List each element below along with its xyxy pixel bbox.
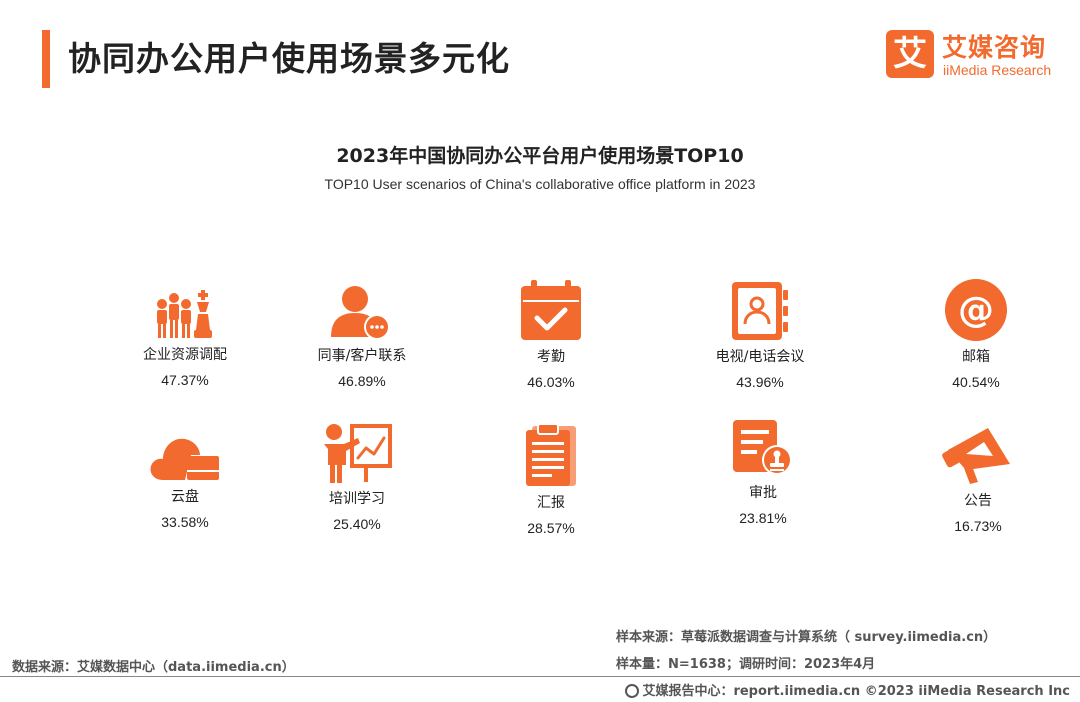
cloud-drive-icon xyxy=(150,438,219,480)
megaphone-icon xyxy=(942,428,1010,484)
scenario-label: 审批 xyxy=(749,485,777,501)
scenario-value: 46.03% xyxy=(527,374,575,390)
scenario-item: 公告 16.73% xyxy=(888,422,1068,534)
iimedia-logo: 艾 艾媒咨询 iiMedia Research xyxy=(886,28,1058,82)
at-sign-icon: @ xyxy=(945,279,1007,341)
footer-divider xyxy=(0,676,1080,677)
scenario-value: 28.57% xyxy=(527,520,575,536)
scenario-item: 电视/电话会议 43.96% xyxy=(670,280,850,390)
scenario-label: 培训学习 xyxy=(329,491,385,507)
scenario-item: 培训学习 25.40% xyxy=(267,422,447,532)
scenario-value: 46.89% xyxy=(338,373,386,389)
scenario-value: 47.37% xyxy=(161,372,209,388)
scenario-item: 汇报 28.57% xyxy=(461,422,641,536)
contact-chat-icon xyxy=(331,286,390,340)
copyright-line: 艾媒报告中心：report.iimedia.cn ©2023 iiMedia R… xyxy=(625,680,1070,699)
sample-source-text: 样本来源：草莓派数据调查与计算系统（ survey.iimedia.cn） xyxy=(616,630,997,645)
scenario-label: 公告 xyxy=(964,493,992,509)
scenario-item: @ 邮箱 40.54% xyxy=(886,278,1066,390)
scenario-label: 考勤 xyxy=(537,349,565,365)
calendar-check-icon xyxy=(521,280,581,340)
scenario-item: 考勤 46.03% xyxy=(461,280,641,390)
scenario-label: 邮箱 xyxy=(962,349,990,365)
scenario-value: 33.58% xyxy=(161,514,209,530)
people-chess-icon xyxy=(157,290,212,338)
logo-mark: 艾 xyxy=(886,30,934,78)
copyright-text: 艾媒报告中心：report.iimedia.cn ©2023 iiMedia R… xyxy=(642,684,1070,699)
globe-icon xyxy=(625,684,640,698)
title-accent-bar xyxy=(42,30,50,88)
scenario-item: 企业资源调配 47.37% xyxy=(95,288,275,388)
scenario-label: 云盘 xyxy=(171,489,199,505)
page-title: 协同办公用户使用场景多元化 xyxy=(68,39,510,78)
chart-subtitle: TOP10 User scenarios of China's collabor… xyxy=(324,176,756,192)
scenario-value: 43.96% xyxy=(736,374,784,390)
address-book-icon xyxy=(732,282,788,340)
scenario-label: 电视/电话会议 xyxy=(715,349,805,365)
scenario-label: 同事/客户联系 xyxy=(317,348,407,364)
svg-text:@: @ xyxy=(958,290,994,331)
scenario-value: 25.40% xyxy=(333,516,381,532)
scenario-value: 23.81% xyxy=(739,510,787,526)
scenario-label: 汇报 xyxy=(537,495,565,511)
scenario-item: 云盘 33.58% xyxy=(95,432,275,530)
chart-title: 2023年中国协同办公平台用户使用场景TOP10 xyxy=(336,145,744,167)
scenario-label: 企业资源调配 xyxy=(143,347,227,363)
scenario-value: 40.54% xyxy=(952,374,1000,390)
sample-size-text: 样本量：N=1638；调研时间：2023年4月 xyxy=(616,657,876,672)
scenario-item: 同事/客户联系 46.89% xyxy=(272,283,452,389)
training-board-icon xyxy=(324,424,392,483)
clipboard-report-icon xyxy=(526,423,576,486)
approval-stamp-icon xyxy=(733,420,792,475)
scenario-value: 16.73% xyxy=(954,518,1002,534)
data-source-text: 数据来源：艾媒数据中心（data.iimedia.cn） xyxy=(12,660,295,675)
logo-en-text: iiMedia Research xyxy=(943,62,1052,78)
logo-cn-text: 艾媒咨询 xyxy=(942,33,1047,62)
scenario-item: 审批 23.81% xyxy=(673,418,853,526)
